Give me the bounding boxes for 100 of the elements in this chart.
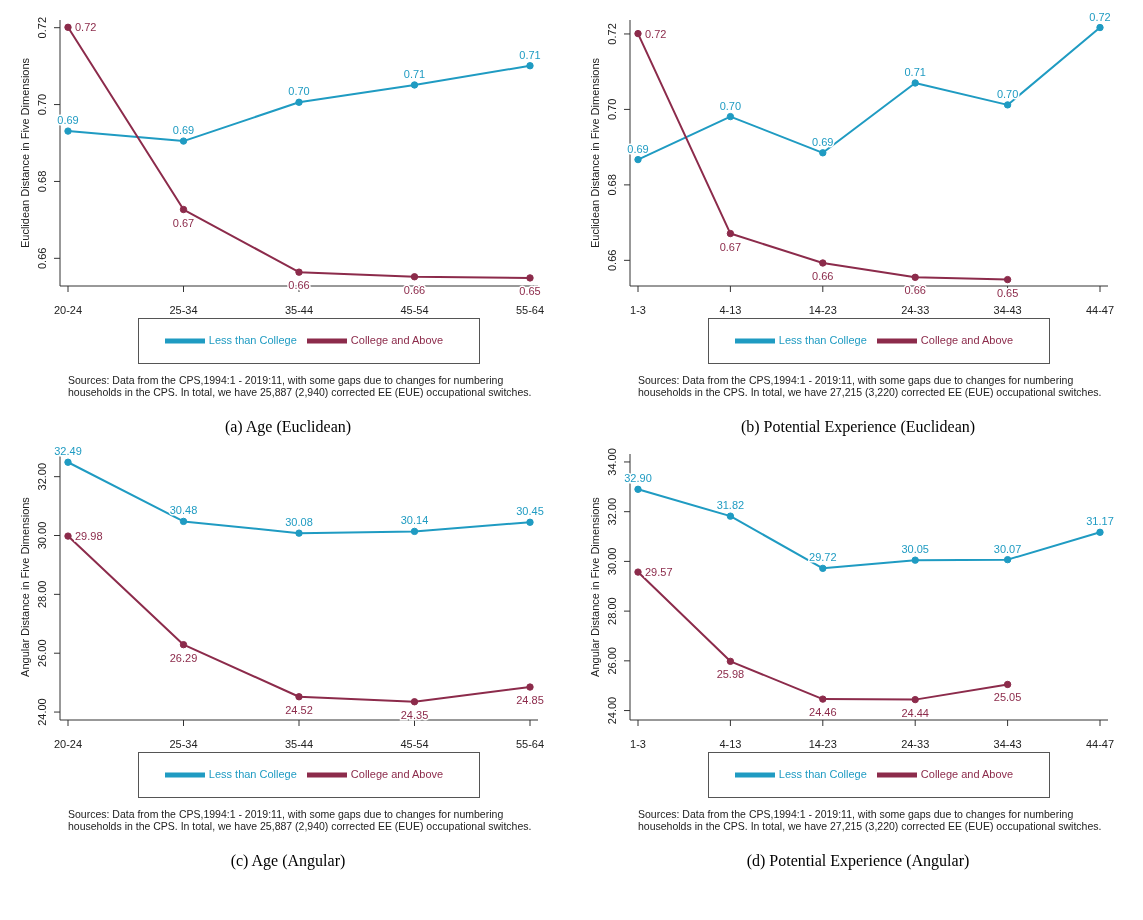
- y-tick-label: 28.00: [36, 580, 48, 609]
- legend-label: Less than College: [778, 333, 867, 346]
- point: [819, 564, 827, 573]
- y-tick-label: 0.70: [606, 98, 618, 121]
- point: [911, 556, 919, 564]
- data-label: 0.70: [996, 87, 1019, 100]
- y-tick-label: 24.00: [36, 698, 48, 726]
- source-note: Sources: Data from the CPS,1994:1 - 2019:11, with some gaps due to changes for numbering households in the CPS. In total, we have 25,887 (2,940) corrected EE (EUE) occupational switches.: [68, 374, 533, 399]
- x-tick-label: 1-3: [630, 737, 646, 750]
- point: [634, 485, 642, 494]
- data-label: 0.69: [172, 124, 195, 137]
- data-label: 32.90: [624, 472, 652, 485]
- x-tick-label: 4-13: [719, 737, 742, 750]
- point: [179, 641, 188, 649]
- data-label: 0.67: [719, 240, 742, 253]
- x-tick-label: 20-24: [53, 737, 83, 750]
- point: [526, 62, 534, 70]
- y-tick-label: 32.00: [36, 463, 48, 491]
- x-tick-label: 25-34: [169, 303, 198, 316]
- y-tick-label: 26.00: [36, 639, 48, 668]
- y-tick-label: 0.70: [36, 93, 48, 116]
- data-label: 0.72: [645, 27, 667, 40]
- y-axis-title: Angular Distance in Five Dimensions: [18, 496, 31, 677]
- data-label: 0.70: [288, 85, 310, 98]
- point: [634, 29, 642, 38]
- data-label: 30.14: [400, 514, 429, 527]
- x-tick-label: 20-24: [53, 303, 83, 316]
- point: [726, 657, 735, 666]
- x-tick-label: 14-23: [808, 303, 837, 316]
- point: [526, 683, 534, 691]
- data-label: 31.17: [1086, 515, 1114, 528]
- point: [410, 698, 419, 706]
- y-tick-label: 34.00: [606, 448, 618, 476]
- x-tick-label: 24-33: [901, 303, 930, 316]
- point: [634, 155, 642, 164]
- y-tick-label: 0.68: [606, 174, 618, 196]
- point: [179, 205, 188, 214]
- data-label: 24.52: [285, 703, 313, 716]
- x-tick-label: 44-47: [1085, 737, 1115, 750]
- data-label: 30.48: [169, 504, 198, 517]
- source-note: Sources: Data from the CPS,1994:1 - 2019:11, with some gaps due to changes for numbering households in the CPS. In total, we have 27,215 (3,220) corrected EE (EUE) occupational switches.: [638, 374, 1103, 399]
- x-tick-label: 4-13: [719, 303, 742, 316]
- point: [726, 229, 735, 238]
- data-label: 0.71: [904, 66, 926, 79]
- data-label: 24.44: [901, 706, 929, 719]
- point: [1003, 275, 1012, 284]
- data-label: 0.65: [519, 284, 541, 297]
- data-label: 29.98: [75, 530, 103, 543]
- legend-label: College and Above: [350, 768, 444, 781]
- x-tick-label: 55-64: [515, 303, 545, 316]
- source-note: Sources: Data from the CPS,1994:1 - 2019:11, with some gaps due to changes for numbering households in the CPS. In total, we have 25,887 (2,940) corrected EE (EUE) occupational switches.: [68, 808, 533, 833]
- y-tick-label: 28.00: [606, 597, 618, 625]
- x-tick-label: 25-34: [169, 737, 198, 750]
- point: [1096, 23, 1104, 32]
- legend-label: Less than College: [208, 768, 297, 781]
- data-label: 31.82: [716, 499, 745, 512]
- legend-label: Less than College: [778, 768, 867, 781]
- y-tick-label: 0.72: [606, 23, 618, 45]
- y-tick-label: 30.00: [606, 547, 618, 576]
- x-tick-label: 34-43: [993, 303, 1022, 316]
- y-axis-title: Euclidean Distance in Five Dimensions: [18, 57, 31, 249]
- x-tick-label: 14-23: [808, 737, 837, 750]
- data-label: 0.65: [996, 286, 1019, 299]
- data-label: 29.72: [809, 551, 837, 564]
- point: [295, 98, 303, 106]
- point: [634, 568, 642, 576]
- data-label: 0.72: [75, 21, 97, 34]
- data-label: 24.85: [516, 694, 544, 707]
- x-tick-label: 34-43: [993, 737, 1022, 750]
- y-tick-label: 30.00: [36, 521, 48, 550]
- data-label: 30.05: [901, 543, 929, 556]
- data-label: 29.57: [645, 566, 673, 579]
- point: [819, 259, 827, 267]
- y-tick-label: 24.00: [606, 696, 618, 725]
- data-label: 24.35: [400, 708, 429, 721]
- point: [526, 518, 534, 527]
- text: (b) Potential Experience (Euclidean): [739, 418, 977, 437]
- text: (d) Potential Experience (Angular): [745, 852, 971, 871]
- point: [726, 512, 735, 520]
- point: [726, 112, 735, 121]
- data-label: 0.70: [719, 99, 742, 112]
- point: [911, 273, 919, 282]
- x-tick-label: 35-44: [284, 737, 314, 750]
- point: [64, 532, 72, 540]
- x-tick-label: 55-64: [515, 737, 545, 750]
- data-label: 0.69: [627, 142, 649, 155]
- y-axis-title: Euclidean Distance in Five Dimensions: [588, 57, 601, 249]
- data-label: 25.98: [716, 668, 745, 681]
- point: [64, 23, 72, 31]
- point: [819, 149, 827, 157]
- y-tick-label: 0.72: [36, 16, 48, 39]
- point: [295, 693, 303, 701]
- point: [1096, 528, 1104, 537]
- legend-label: College and Above: [920, 768, 1014, 781]
- y-tick-label: 0.66: [606, 249, 618, 272]
- point: [819, 695, 827, 703]
- data-label: 0.71: [403, 67, 426, 80]
- point: [64, 458, 72, 467]
- y-tick-label: 0.68: [36, 170, 48, 193]
- data-label: 0.66: [904, 284, 926, 297]
